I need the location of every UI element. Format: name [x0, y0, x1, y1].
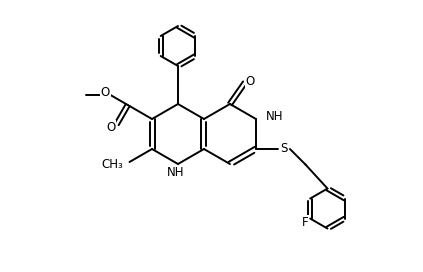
Text: NH: NH — [167, 166, 185, 180]
Text: F: F — [302, 216, 308, 229]
Text: S: S — [280, 143, 288, 156]
Text: O: O — [106, 120, 115, 134]
Text: O: O — [245, 75, 255, 88]
Text: NH: NH — [266, 110, 283, 122]
Text: O: O — [101, 85, 110, 98]
Text: CH₃: CH₃ — [102, 159, 124, 172]
